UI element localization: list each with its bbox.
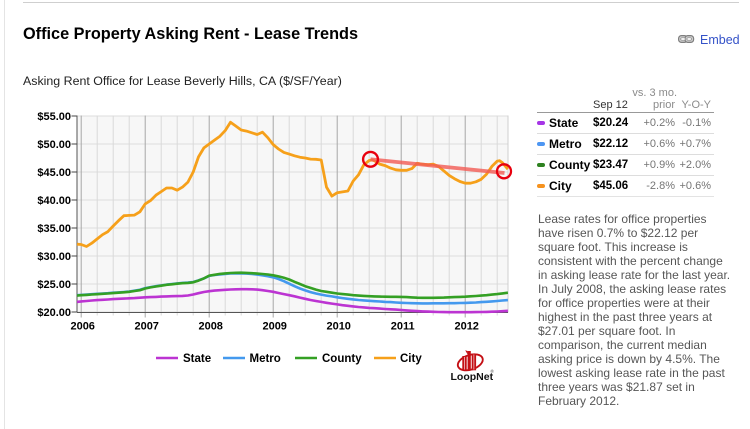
svg-text:$55.00: $55.00 xyxy=(37,111,71,123)
svg-text:$40.00: $40.00 xyxy=(37,195,71,207)
svg-text:2007: 2007 xyxy=(134,321,158,333)
svg-text:$20.00: $20.00 xyxy=(37,307,71,319)
svg-text:State: State xyxy=(183,353,211,365)
svg-text:$50.00: $50.00 xyxy=(37,139,71,151)
svg-text:2006: 2006 xyxy=(70,321,94,333)
svg-text:2010: 2010 xyxy=(326,321,350,333)
svg-text:LoopNet: LoopNet xyxy=(451,371,494,383)
svg-text:Metro: Metro xyxy=(250,353,281,365)
svg-text:$35.00: $35.00 xyxy=(37,223,71,235)
svg-text:$45.00: $45.00 xyxy=(37,167,71,179)
svg-text:2008: 2008 xyxy=(198,321,222,333)
svg-text:$25.00: $25.00 xyxy=(37,279,71,291)
svg-text:City: City xyxy=(400,353,422,365)
svg-text:$30.00: $30.00 xyxy=(37,251,71,263)
svg-text:County: County xyxy=(322,353,362,365)
svg-text:2011: 2011 xyxy=(391,321,415,333)
svg-text:2012: 2012 xyxy=(454,321,478,333)
svg-text:®: ® xyxy=(491,368,495,374)
svg-text:2009: 2009 xyxy=(262,321,286,333)
